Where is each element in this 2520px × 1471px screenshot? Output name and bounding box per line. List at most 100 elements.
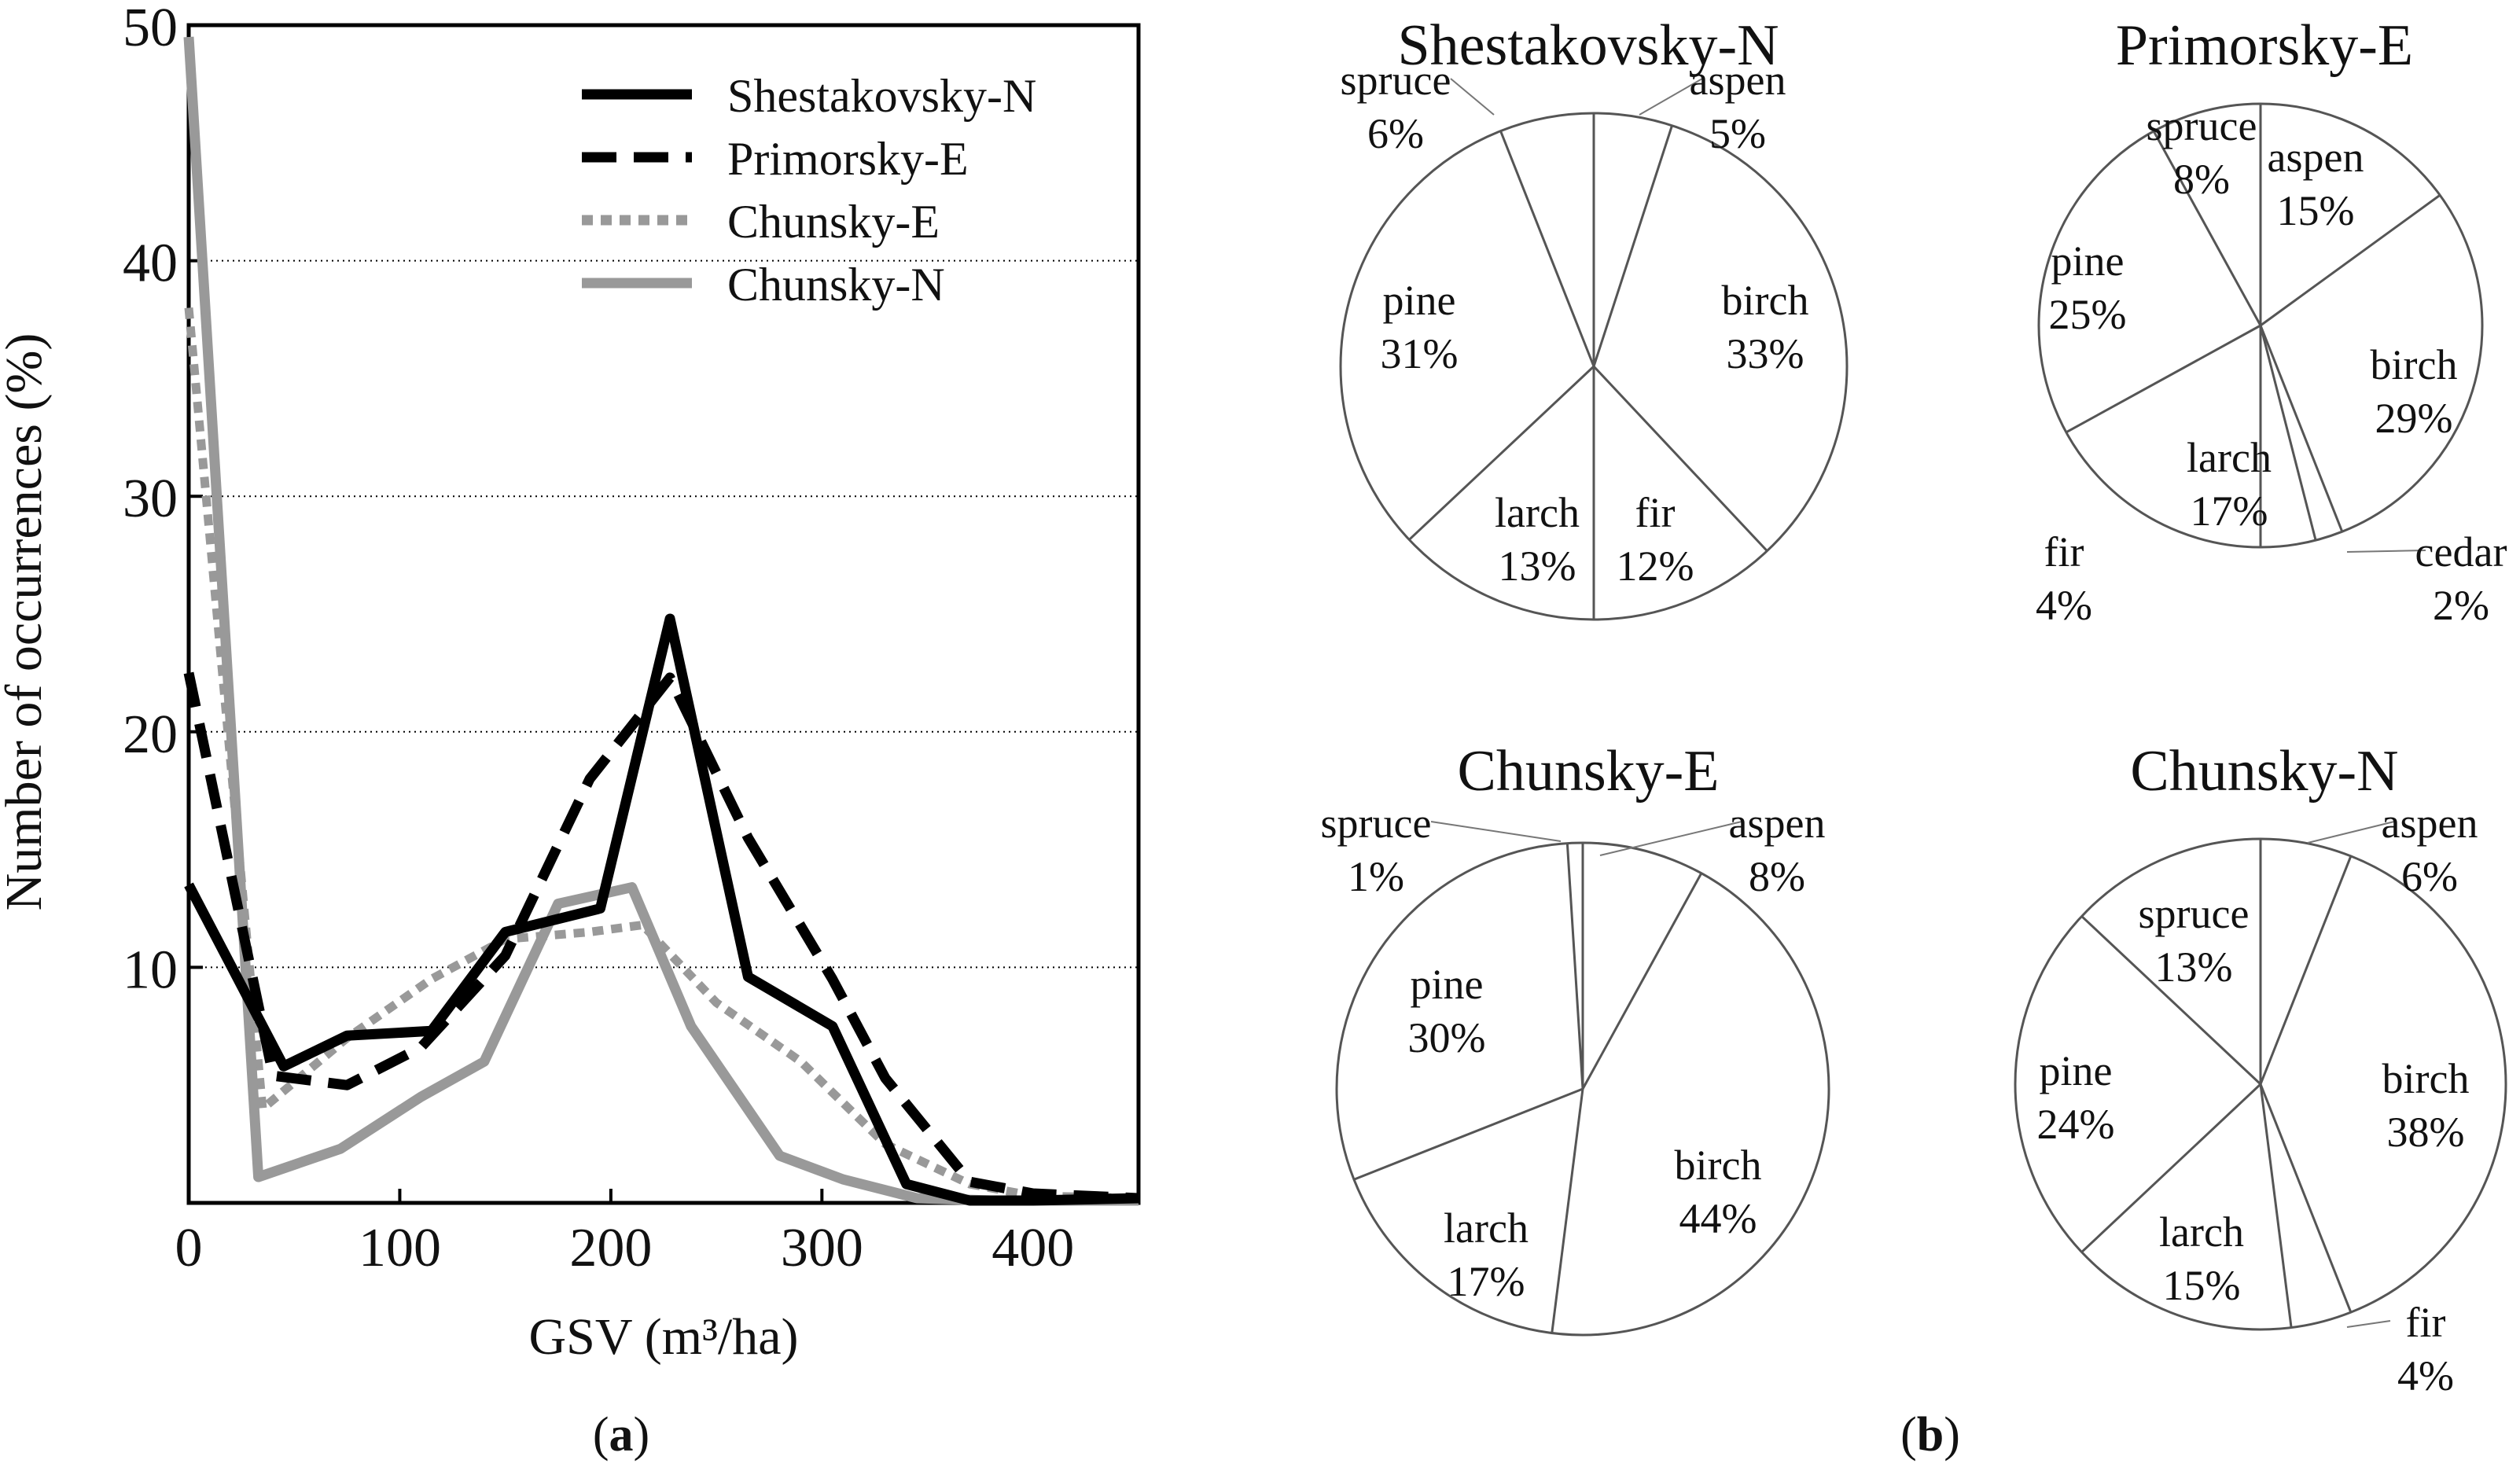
pie-label-chunsky-e-aspen: aspen <box>1729 800 1826 847</box>
pie-label-primorsky-e-spruce: spruce <box>2147 102 2257 149</box>
pie-label-chunsky-e-spruce: spruce <box>1321 800 1432 847</box>
pie-slice-boundary-chunsky-n-birch <box>2259 855 2353 1085</box>
plot-frame <box>186 23 1141 1205</box>
x-tick-label-300: 300 <box>781 1218 863 1278</box>
series-line-chunsky-n <box>183 36 1139 1206</box>
y-tick-label-30: 30 <box>123 469 178 529</box>
pie-slice-boundary-chunsky-n-larch <box>2259 1083 2293 1328</box>
pie-label-chunsky-n-birch: birch <box>2382 1055 2470 1102</box>
pie-pct-chunsky-e-aspen: 8% <box>1749 853 1805 900</box>
pie-pct-chunsky-e-birch: 44% <box>1679 1195 1757 1242</box>
pie-label-primorsky-e-pine: pine <box>2051 237 2125 285</box>
pie-label-shestakovsky-n-aspen: aspen <box>1690 57 1786 104</box>
legend-label-primorsky-e: Primorsky-E <box>727 133 969 185</box>
pie-slice-boundary-shestakovsky-n-spruce <box>1499 131 1595 367</box>
series-line-chunsky-e <box>184 307 1139 1203</box>
pie-slice-boundary-chunsky-e-birch <box>1581 872 1703 1090</box>
pie-pct-chunsky-n-aspen: 6% <box>2401 853 2458 900</box>
series-line-shestakovsky-n <box>184 613 1139 1206</box>
pie-pct-shestakovsky-n-aspen: 5% <box>1709 110 1766 157</box>
pie-label-chunsky-n-fir: fir <box>2406 1299 2446 1346</box>
pie-label-chunsky-e-larch: larch <box>1444 1204 1529 1252</box>
pie-pct-shestakovsky-n-fir: 12% <box>1617 542 1694 590</box>
pie-title-chunsky-n: Chunsky-N <box>2130 739 2398 804</box>
pie-pct-chunsky-e-larch: 17% <box>1448 1258 1525 1305</box>
pie-leader-chunsky-e-spruce <box>1430 821 1562 842</box>
pie-pct-chunsky-n-fir: 4% <box>2397 1352 2454 1399</box>
pie-slice-boundary-chunsky-e-spruce <box>1565 843 1584 1090</box>
pie-pct-shestakovsky-n-birch: 33% <box>1727 330 1804 377</box>
legend-label-shestakovsky-n: Shestakovsky-N <box>727 70 1036 122</box>
x-axis-label: GSV (m³/ha) <box>528 1308 798 1366</box>
pie-pct-primorsky-e-birch: 29% <box>2375 395 2453 442</box>
pie-slice-boundary-primorsky-e-cedar <box>2259 325 2344 532</box>
caption-b: (b) <box>1900 1408 1960 1462</box>
pie-title-shestakovsky-n: Shestakovsky-N <box>1397 13 1779 78</box>
pie-slice-boundary-primorsky-e-fir <box>2259 325 2317 541</box>
pie-slice-boundary-chunsky-n-pine <box>2080 1083 2262 1253</box>
pie-pct-chunsky-n-larch: 15% <box>2163 1262 2241 1309</box>
pie-slice-boundary-primorsky-e-spruce <box>2152 131 2262 326</box>
pie-pct-primorsky-e-larch: 17% <box>2191 487 2268 535</box>
pie-leader-primorsky-e-cedar <box>2346 550 2426 553</box>
pie-label-chunsky-e-birch: birch <box>1675 1142 1762 1189</box>
y-tick-label-20: 20 <box>123 704 178 765</box>
x-tick-label-0: 0 <box>175 1218 203 1278</box>
pie-pct-chunsky-n-pine: 24% <box>2037 1101 2115 1148</box>
pie-label-primorsky-e-cedar: cedar <box>2415 528 2507 576</box>
pie-label-chunsky-n-aspen: aspen <box>2382 800 2478 847</box>
pie-label-shestakovsky-n-birch: birch <box>1722 277 1809 324</box>
pie-label-shestakovsky-n-spruce: spruce <box>1341 57 1451 104</box>
pie-label-shestakovsky-n-fir: fir <box>1635 489 1676 536</box>
pie-pct-shestakovsky-n-pine: 31% <box>1381 330 1459 377</box>
pie-charts-panel-b: Shestakovsky-Naspen5%birch33%fir12%larch… <box>1321 13 2507 1399</box>
pie-leader-chunsky-e-aspen <box>1599 821 1742 856</box>
pie-label-chunsky-n-pine: pine <box>2040 1047 2113 1094</box>
line-chart-panel-a: 0 100 200 300 400 10 20 30 40 50 GSV (m³/ha) Number… <box>0 0 1141 1366</box>
pie-label-shestakovsky-n-larch: larch <box>1495 489 1580 536</box>
legend-label-chunsky-n: Chunsky-N <box>727 259 945 311</box>
pie-label-chunsky-n-spruce: spruce <box>2139 890 2250 937</box>
pie-title-primorsky-e: Primorsky-E <box>2116 13 2413 78</box>
pie-label-primorsky-e-fir: fir <box>2044 528 2084 576</box>
x-tick-label-400: 400 <box>991 1218 1074 1278</box>
legend-label-chunsky-e: Chunsky-E <box>727 196 940 248</box>
pie-label-primorsky-e-larch: larch <box>2187 434 2272 481</box>
pie-leader-chunsky-n-fir <box>2346 1320 2391 1328</box>
pie-label-primorsky-e-birch: birch <box>2371 341 2458 388</box>
pie-slice-boundary-shestakovsky-n-fir <box>1592 365 1768 552</box>
pie-title-chunsky-e: Chunsky-E <box>1458 739 1720 804</box>
series-line-primorsky-e <box>183 671 1139 1204</box>
pie-pct-chunsky-e-pine: 30% <box>1408 1014 1486 1061</box>
pie-label-shestakovsky-n-pine: pine <box>1383 277 1456 324</box>
pie-slice-boundary-chunsky-n-fir <box>2259 1083 2353 1313</box>
pie-slice-boundary-chunsky-e-larch <box>1551 1088 1584 1333</box>
pie-leader-chunsky-n-aspen <box>2307 821 2395 844</box>
x-tick-label-100: 100 <box>359 1218 441 1278</box>
pie-label-primorsky-e-aspen: aspen <box>2268 134 2364 181</box>
pie-pct-primorsky-e-aspen: 15% <box>2277 187 2355 234</box>
caption-a: (a) <box>593 1408 649 1462</box>
pie-slice-boundary-shestakovsky-n-pine <box>1408 365 1595 541</box>
y-tick-label-10: 10 <box>123 940 178 1000</box>
pie-slice-boundary-primorsky-e-pine <box>2066 324 2261 434</box>
pie-pct-chunsky-n-birch: 38% <box>2387 1109 2465 1156</box>
pie-pct-primorsky-e-cedar: 2% <box>2433 582 2489 629</box>
pie-slice-boundary-shestakovsky-n-birch <box>1592 125 1673 367</box>
pie-slice-boundary-chunsky-n-spruce <box>2080 915 2262 1086</box>
y-axis-label: Number of occurrences (%) <box>0 333 53 911</box>
x-tick-label-200: 200 <box>569 1218 652 1278</box>
pie-pct-chunsky-n-spruce: 13% <box>2155 943 2233 991</box>
y-tick-label-40: 40 <box>123 234 178 294</box>
pie-pct-shestakovsky-n-spruce: 6% <box>1367 110 1424 157</box>
pie-leader-shestakovsky-n-spruce <box>1450 78 1495 116</box>
pie-label-chunsky-n-larch: larch <box>2159 1208 2244 1256</box>
y-tick-label-50: 50 <box>123 0 178 58</box>
pie-leader-shestakovsky-n-aspen <box>1639 78 1703 116</box>
pie-label-chunsky-e-pine: pine <box>1411 961 1484 1008</box>
pie-slice-boundary-primorsky-e-birch <box>2260 194 2441 327</box>
pie-pct-shestakovsky-n-larch: 13% <box>1499 542 1576 590</box>
pie-pct-primorsky-e-pine: 25% <box>2049 291 2127 338</box>
pie-slice-boundary-chunsky-e-pine <box>1353 1087 1584 1181</box>
